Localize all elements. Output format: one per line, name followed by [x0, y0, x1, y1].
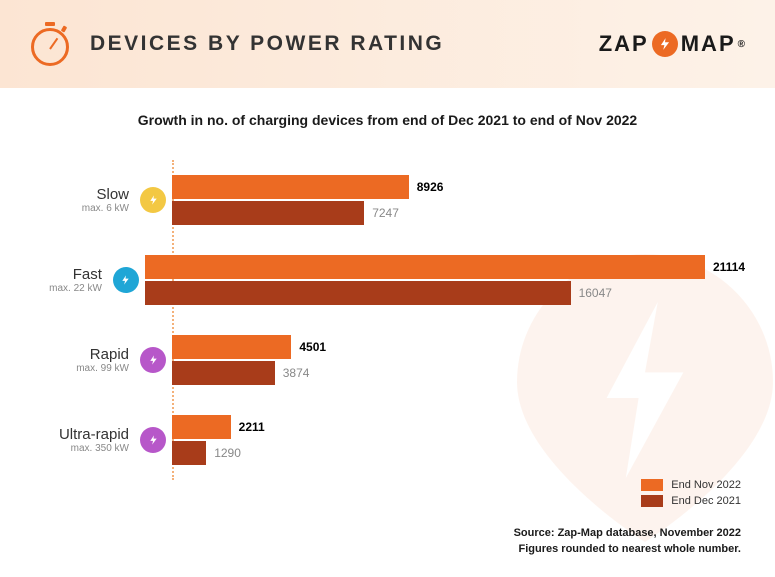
legend-item: End Dec 2021 [641, 495, 741, 507]
category-sub: max. 6 kW [30, 203, 129, 214]
legend: End Nov 2022 End Dec 2021 [641, 475, 741, 511]
category-label: Fastmax. 22 kW [30, 266, 108, 294]
bar-nov2022: 2211 [172, 415, 745, 439]
source-text: Source: Zap-Map database, November 2022 … [514, 526, 741, 557]
bar-group: 8926 7247 [172, 173, 745, 227]
chart-row: Fastmax. 22 kW 21114 16047 [30, 240, 745, 320]
category-name: Rapid [30, 346, 129, 363]
legend-label: End Nov 2022 [671, 479, 741, 491]
category-name: Fast [30, 266, 102, 283]
bar-group: 21114 16047 [145, 253, 745, 307]
source-line1: Source: Zap-Map database, November 2022 [514, 526, 741, 541]
logo-text-left: ZAP [599, 31, 649, 57]
bar-dec2021: 3874 [172, 361, 745, 385]
bar-dec2021: 7247 [172, 201, 745, 225]
header-title: DEVICES BY POWER RATING [90, 32, 444, 56]
bar-dec2021: 16047 [145, 281, 745, 305]
bar-nov2022: 4501 [172, 335, 745, 359]
legend-swatch [641, 479, 663, 491]
stopwatch-icon [28, 22, 72, 66]
category-bolt-icon [140, 187, 166, 213]
legend-item: End Nov 2022 [641, 479, 741, 491]
category-bolt-icon [113, 267, 139, 293]
chart-rows: Slowmax. 6 kW 8926 7247 Fastmax. 22 kW 21114… [30, 160, 745, 480]
bolt-icon [652, 31, 678, 57]
bar-value: 4501 [299, 340, 326, 354]
source-line2: Figures rounded to nearest whole number. [514, 542, 741, 557]
category-sub: max. 22 kW [30, 283, 102, 294]
bar-value: 1290 [214, 446, 241, 460]
bar-nov2022: 8926 [172, 175, 745, 199]
bar-value: 21114 [713, 260, 745, 274]
bar-value: 8926 [417, 180, 444, 194]
chart-row: Rapidmax. 99 kW 4501 3874 [30, 320, 745, 400]
bar-dec2021: 1290 [172, 441, 745, 465]
bar-value: 3874 [283, 366, 310, 380]
chart-area: Growth in no. of charging devices from e… [0, 88, 775, 480]
category-bolt-icon [140, 427, 166, 453]
category-name: Slow [30, 186, 129, 203]
bar-group: 2211 1290 [172, 413, 745, 467]
logo-text-right: MAP [681, 31, 736, 57]
category-bolt-icon [140, 347, 166, 373]
category-sub: max. 350 kW [30, 443, 129, 454]
category-sub: max. 99 kW [30, 363, 129, 374]
chart-row: Ultra-rapidmax. 350 kW 2211 1290 [30, 400, 745, 480]
legend-swatch [641, 495, 663, 507]
chart-row: Slowmax. 6 kW 8926 7247 [30, 160, 745, 240]
bar-value: 7247 [372, 206, 399, 220]
chart-title: Growth in no. of charging devices from e… [30, 112, 745, 128]
category-label: Rapidmax. 99 kW [30, 346, 135, 374]
zapmap-logo: ZAP MAP ® [599, 31, 747, 57]
legend-label: End Dec 2021 [671, 495, 741, 507]
bar-value: 16047 [579, 286, 612, 300]
bar-value: 2211 [239, 420, 265, 434]
logo-registered: ® [738, 39, 747, 50]
bar-nov2022: 21114 [145, 255, 745, 279]
category-name: Ultra-rapid [30, 426, 129, 443]
category-label: Ultra-rapidmax. 350 kW [30, 426, 135, 454]
header-bar: DEVICES BY POWER RATING ZAP MAP ® [0, 0, 775, 88]
bar-group: 4501 3874 [172, 333, 745, 387]
category-label: Slowmax. 6 kW [30, 186, 135, 214]
